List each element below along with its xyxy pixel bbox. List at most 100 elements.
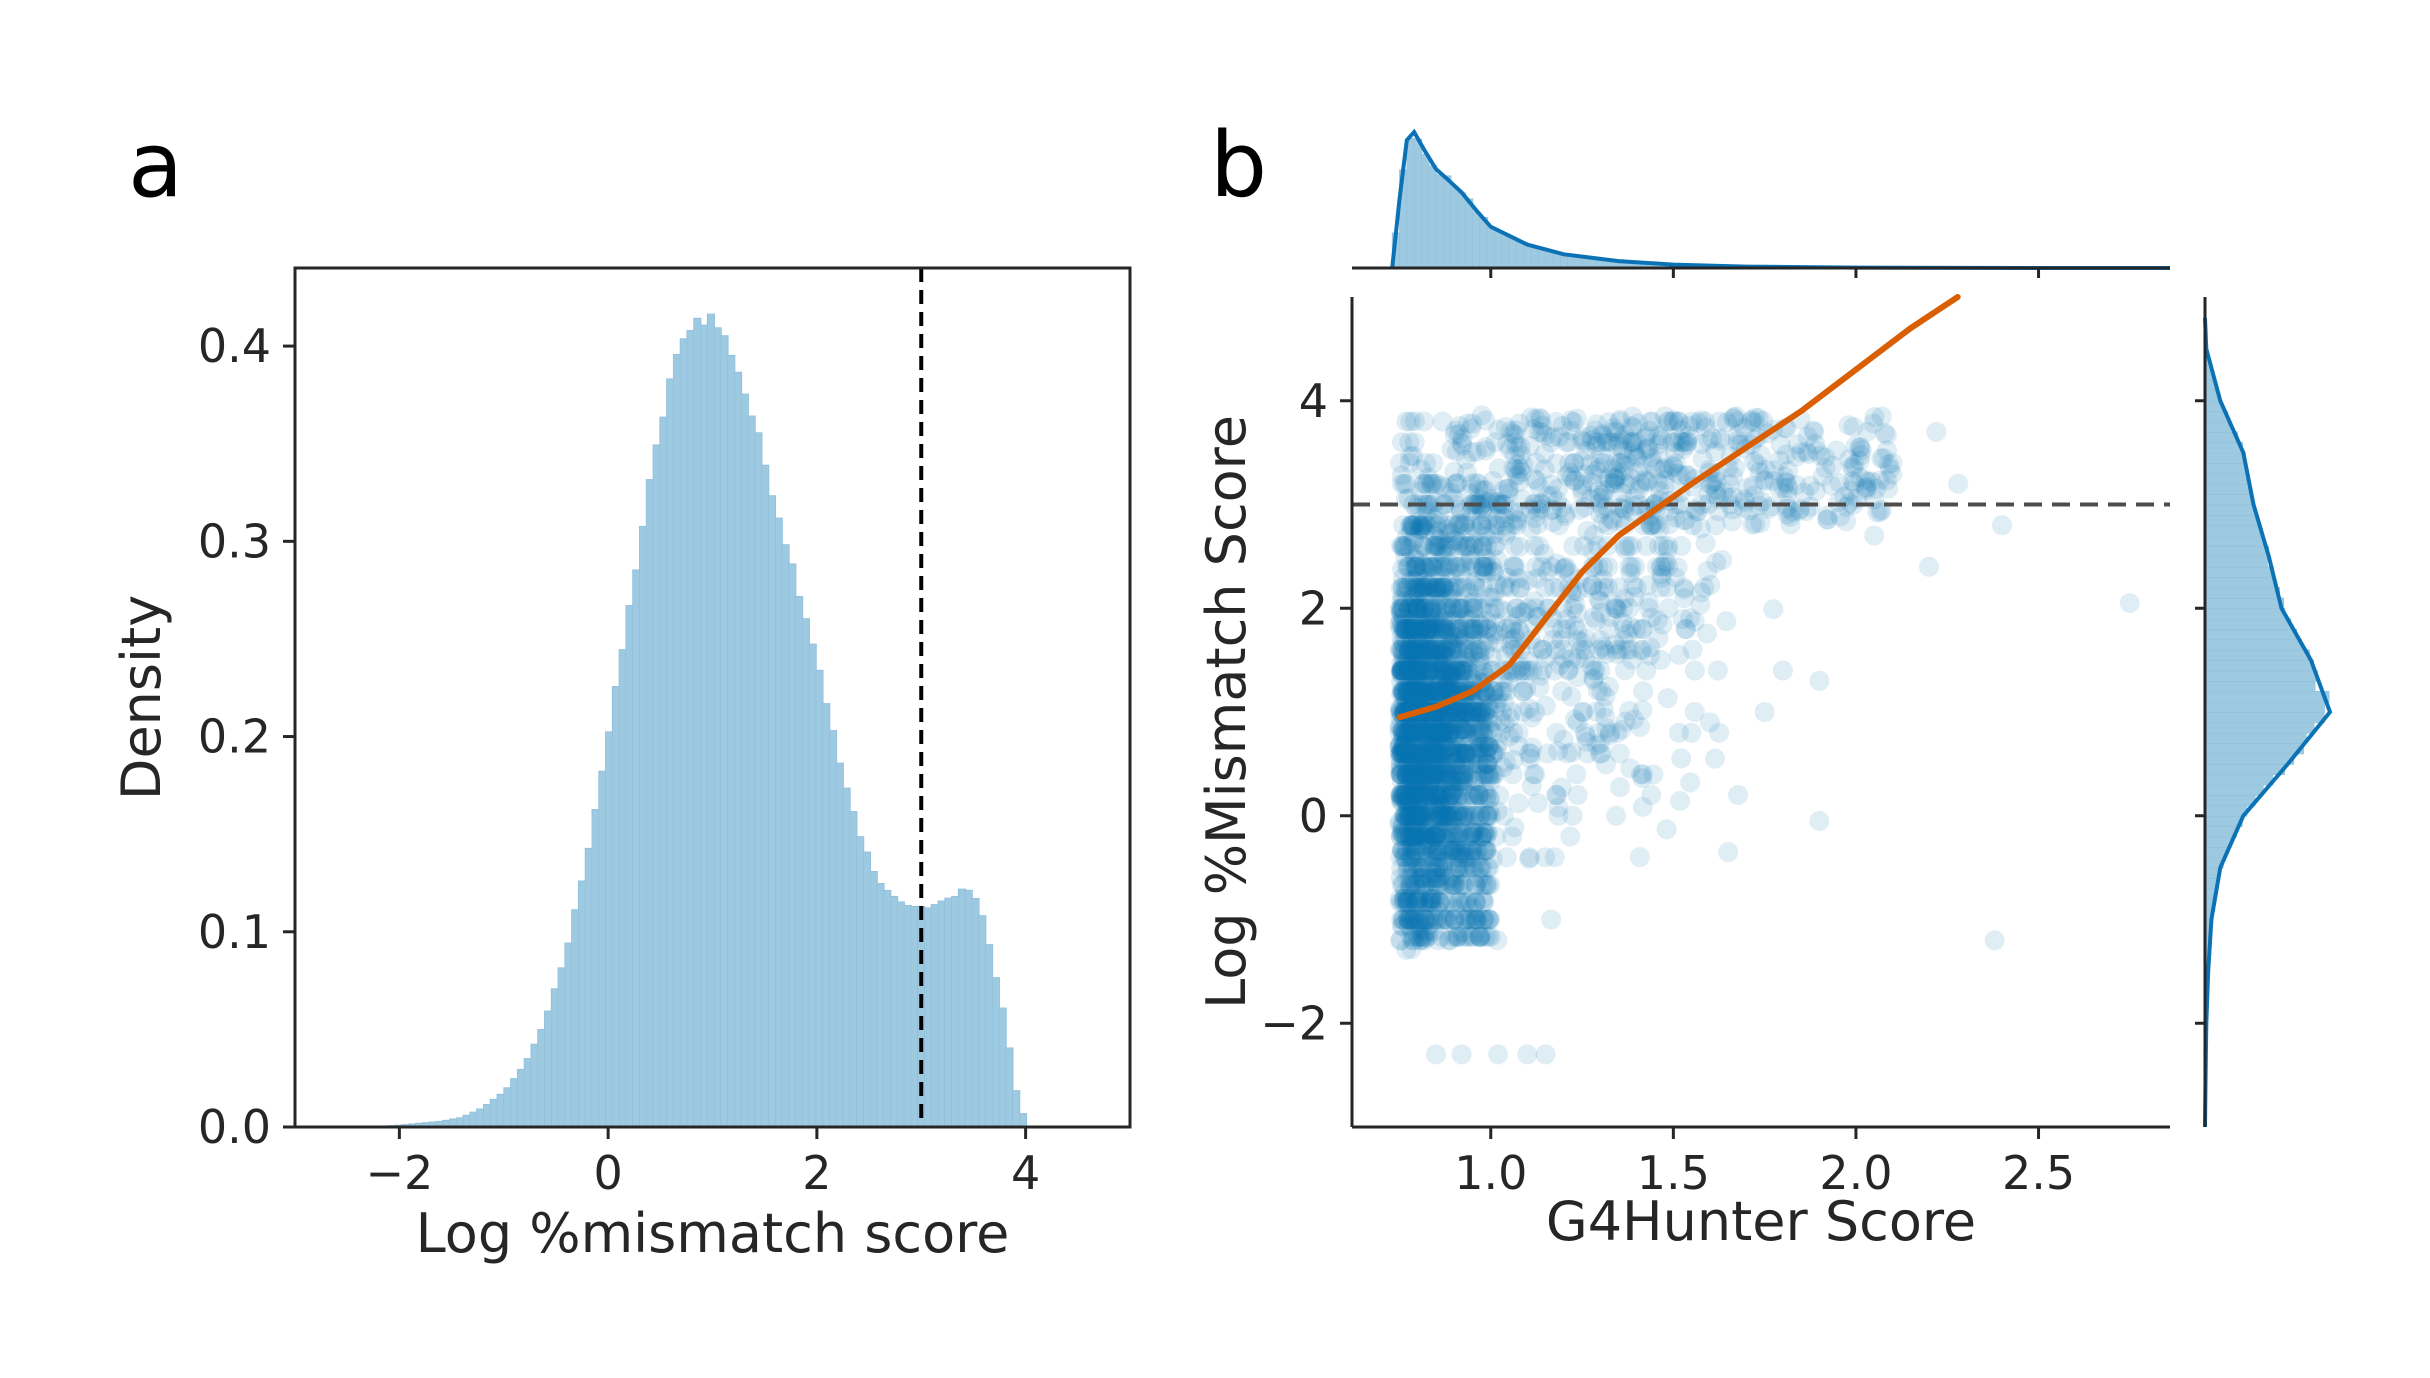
scatter-point — [1426, 515, 1447, 536]
scatter-point — [1403, 660, 1424, 681]
y-axis-label: Log %Mismatch Score — [1195, 415, 1258, 1009]
scatter-point — [1450, 702, 1471, 722]
scatter-point — [1588, 722, 1609, 743]
scatter-point — [1430, 577, 1451, 598]
scatter-point — [1422, 888, 1443, 909]
scatter-point — [1589, 493, 1610, 514]
scatter-point — [1399, 792, 1420, 813]
scatter-point — [1527, 638, 1548, 659]
y-tick-label: 0.2 — [198, 710, 271, 764]
scatter-point — [1424, 768, 1445, 789]
scatter-point — [1420, 660, 1441, 681]
scatter-point — [1482, 556, 1503, 577]
scatter-point — [1429, 639, 1450, 660]
scatter-point — [1513, 681, 1534, 702]
scatter-point — [1704, 748, 1725, 769]
histogram-bar — [639, 525, 648, 1128]
scatter-point — [1474, 764, 1495, 785]
scatter-point — [1396, 660, 1417, 681]
scatter-point — [1441, 785, 1462, 805]
scatter-point — [1419, 556, 1440, 577]
scatter-point — [1408, 722, 1429, 743]
scatter-point — [1403, 445, 1424, 466]
scatter-point — [1461, 630, 1482, 651]
scatter-point — [1405, 776, 1426, 797]
scatter-point — [1430, 601, 1451, 622]
scatter-point — [1463, 598, 1484, 619]
scatter-point — [1401, 681, 1422, 702]
scatter-point — [1413, 754, 1434, 775]
scatter-point — [1400, 619, 1421, 639]
scatter-point — [1623, 575, 1644, 596]
scatter-point — [1483, 562, 1504, 583]
scatter-point — [1455, 743, 1476, 764]
scatter-point — [1409, 621, 1430, 642]
scatter-point — [1396, 681, 1417, 702]
scatter-point — [1430, 616, 1451, 637]
scatter-point — [1418, 660, 1439, 681]
scatter-point — [1395, 546, 1416, 567]
histogram-bar — [862, 851, 872, 1128]
marginal-bar — [2204, 649, 2310, 661]
scatter-point — [1441, 639, 1462, 660]
scatter-point — [1421, 598, 1442, 619]
scatter-point — [1448, 847, 1469, 868]
scatter-point — [1402, 769, 1423, 790]
scatter-point — [1466, 521, 1487, 542]
scatter-point — [1423, 722, 1444, 743]
marginal-bar — [1435, 174, 1445, 269]
scatter-point — [1554, 648, 1575, 669]
scatter-point — [1399, 619, 1420, 639]
scatter-point — [1409, 650, 1430, 671]
scatter-point — [1527, 568, 1548, 589]
scatter-point — [1409, 822, 1430, 843]
scatter-point — [1716, 611, 1737, 632]
scatter-point — [1650, 577, 1671, 598]
histogram-bar — [632, 569, 641, 1128]
scatter-point — [1411, 481, 1432, 502]
scatter-point — [1417, 743, 1438, 764]
scatter-point — [1426, 722, 1447, 743]
scatter-point — [1393, 681, 1414, 702]
scatter-point — [1424, 578, 1445, 599]
scatter-point — [1399, 811, 1420, 832]
scatter-point — [1411, 720, 1432, 741]
scatter-point — [1414, 868, 1435, 888]
scatter-point — [1586, 701, 1607, 722]
scatter-point — [1525, 764, 1546, 785]
scatter-point — [1842, 471, 1863, 492]
scatter-point — [1427, 577, 1448, 598]
scatter-point — [1396, 769, 1417, 790]
histogram-bar — [890, 895, 899, 1128]
scatter-point — [1407, 681, 1428, 702]
scatter-point — [1441, 793, 1462, 814]
scatter-point — [1408, 743, 1429, 764]
scatter-point — [1419, 753, 1440, 774]
scatter-point — [1425, 794, 1446, 815]
scatter-point — [1455, 743, 1475, 764]
scatter-point — [1439, 787, 1460, 808]
scatter-point — [1407, 598, 1428, 619]
scatter-point — [1709, 411, 1730, 432]
scatter-point — [1403, 639, 1424, 660]
scatter-point — [1401, 939, 1422, 960]
scatter-point — [1423, 743, 1444, 764]
scatter-point — [1410, 759, 1431, 780]
scatter-point — [1422, 681, 1443, 702]
scatter-point — [1427, 577, 1448, 598]
scatter-point — [1445, 660, 1466, 681]
scatter-point — [1417, 726, 1438, 747]
scatter-point — [1668, 411, 1689, 432]
scatter-point — [1512, 681, 1533, 702]
scatter-point — [1548, 797, 1569, 818]
scatter-point — [1402, 666, 1423, 687]
scatter-point — [1458, 660, 1479, 681]
scatter-point — [1404, 743, 1425, 764]
scatter-point — [1396, 764, 1417, 785]
scatter-point — [1620, 563, 1641, 584]
scatter-point — [1393, 619, 1413, 639]
histogram-bar — [740, 393, 749, 1128]
scatter-point — [1403, 681, 1424, 702]
scatter-point — [1583, 668, 1604, 689]
scatter-point — [1400, 690, 1421, 711]
